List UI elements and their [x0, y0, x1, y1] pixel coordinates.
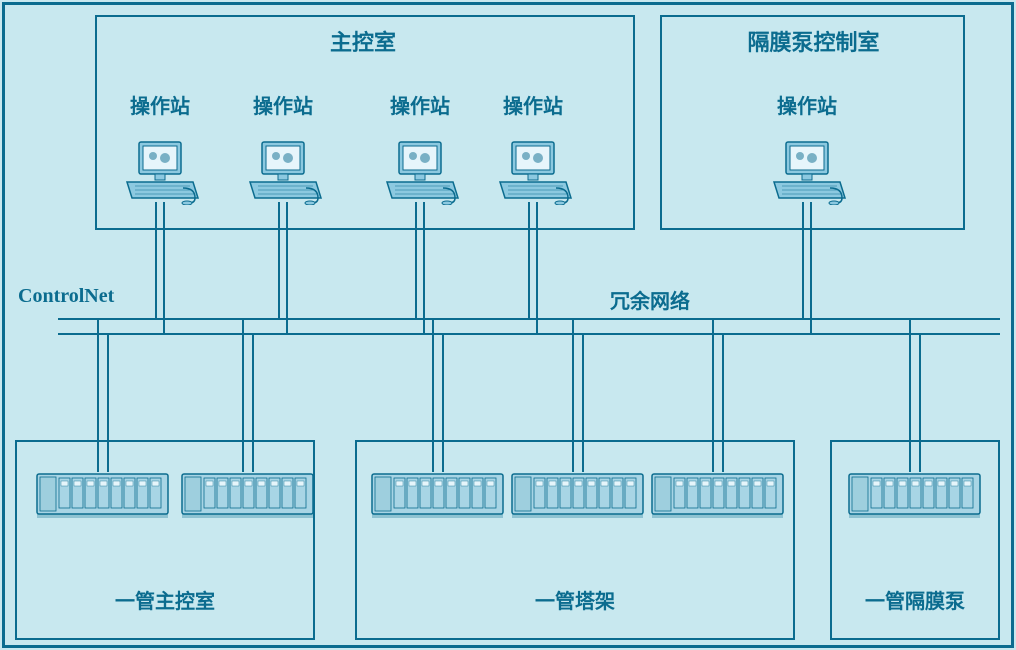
outer-frame: [2, 2, 1014, 648]
